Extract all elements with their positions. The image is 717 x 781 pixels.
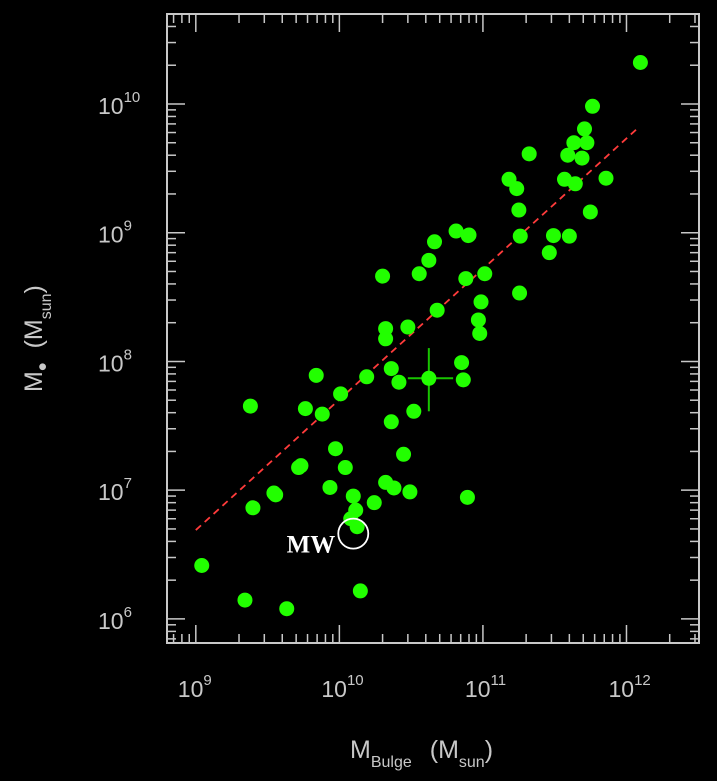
y-tick-label: 107 <box>98 475 132 505</box>
data-point <box>349 519 365 535</box>
data-point <box>427 234 443 250</box>
data-point <box>632 55 648 71</box>
data-point <box>411 266 427 282</box>
data-point <box>512 228 528 244</box>
data-point <box>509 181 525 197</box>
y-axis-label: M•(Msun) <box>20 285 57 392</box>
data-point <box>268 487 284 503</box>
data-point <box>308 367 324 383</box>
data-point <box>567 176 583 192</box>
data-point <box>366 495 382 511</box>
data-point <box>458 271 474 287</box>
data-point <box>429 302 445 318</box>
data-point <box>396 446 412 462</box>
x-axis-tick-labels: 109 1010 1011 1012 <box>178 672 651 702</box>
data-point <box>337 460 353 476</box>
data-point <box>383 414 399 430</box>
data-point <box>314 406 330 422</box>
data-point <box>459 489 475 505</box>
data-point <box>386 480 402 496</box>
data-point <box>472 325 488 341</box>
y-tick-label: 109 <box>98 218 132 248</box>
data-point <box>322 479 338 495</box>
data-point <box>473 294 489 310</box>
data-point <box>454 355 470 371</box>
data-point <box>541 245 557 261</box>
mw-highlight-circle <box>337 517 370 550</box>
data-point <box>333 386 349 402</box>
y-tick-label: 106 <box>98 604 132 634</box>
data-point <box>375 268 391 284</box>
x-tick-label: 1010 <box>321 672 363 702</box>
plot-frame <box>166 13 700 644</box>
data-point <box>574 150 590 166</box>
data-point <box>345 488 361 504</box>
data-point <box>455 372 471 388</box>
x-tick-label: 109 <box>178 672 212 702</box>
data-point <box>378 331 394 347</box>
data-point <box>348 502 364 518</box>
data-point <box>245 500 261 516</box>
fit-line <box>195 127 639 531</box>
data-point <box>297 401 313 417</box>
data-point <box>521 146 537 162</box>
data-point <box>352 583 368 599</box>
data-point <box>242 398 258 414</box>
data-point <box>585 98 601 114</box>
data-point <box>293 458 309 474</box>
x-axis-label: MBulge (Msun) <box>350 736 493 771</box>
data-point <box>279 601 295 617</box>
data-point <box>598 170 614 186</box>
data-point <box>470 312 486 328</box>
data-point <box>421 252 437 268</box>
y-tick-label: 1010 <box>98 89 140 119</box>
data-point <box>400 319 416 335</box>
data-point <box>560 147 576 163</box>
data-point <box>477 266 493 282</box>
mw-annotation-label: MW <box>287 532 336 559</box>
data-point <box>545 228 561 244</box>
data-point <box>383 361 399 377</box>
axis-ticks <box>167 13 699 643</box>
y-tick-label: 108 <box>98 346 132 376</box>
data-point <box>511 202 527 218</box>
data-point <box>579 135 595 151</box>
y-axis-tick-labels: 106 107 108 109 1010 <box>98 89 140 634</box>
data-point <box>359 369 375 385</box>
data-point <box>561 228 577 244</box>
x-tick-label: 1011 <box>465 672 506 702</box>
data-point <box>448 223 464 239</box>
plot-area <box>194 55 648 617</box>
data-point <box>328 441 344 457</box>
data-point <box>237 592 253 608</box>
error-bar-point <box>421 370 437 386</box>
data-point <box>577 121 593 137</box>
data-point <box>512 285 528 301</box>
data-point <box>582 204 598 220</box>
data-point <box>461 227 477 243</box>
x-tick-label: 1012 <box>608 672 650 702</box>
data-point <box>566 135 582 151</box>
data-point <box>406 403 422 419</box>
data-point <box>194 557 210 573</box>
data-point <box>402 484 418 500</box>
data-point <box>391 374 407 390</box>
